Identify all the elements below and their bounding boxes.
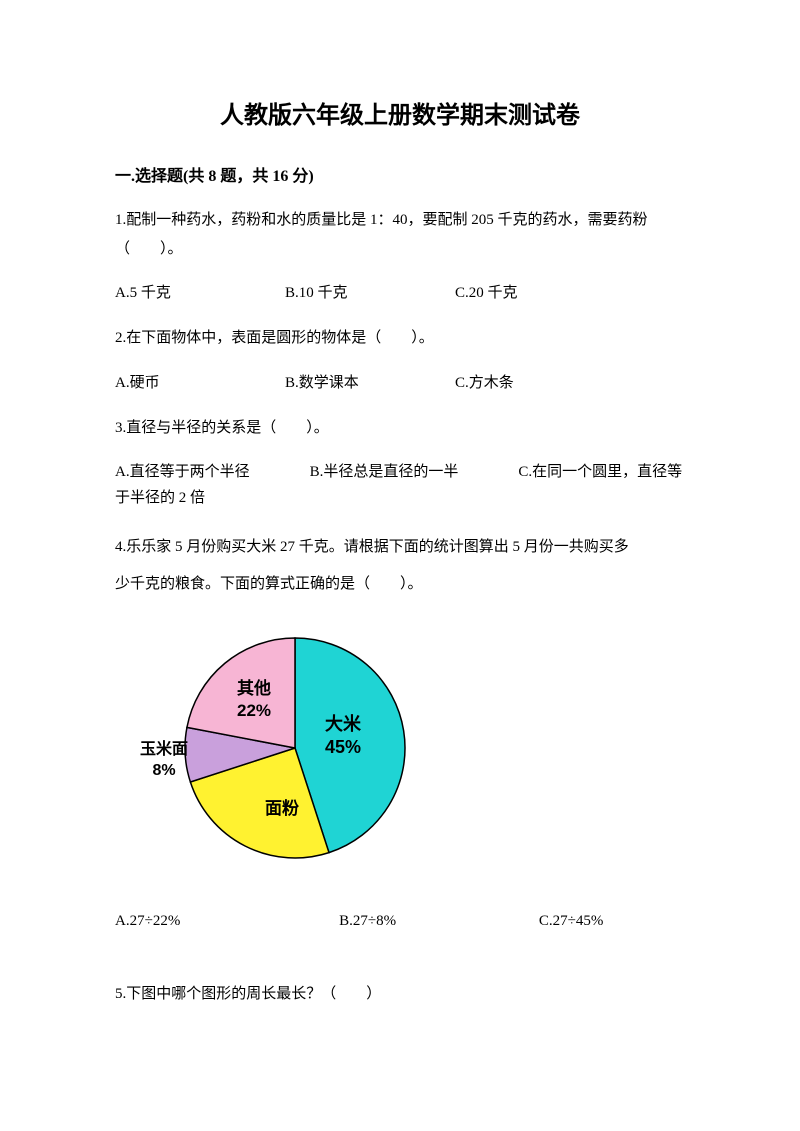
question-1: 1.配制一种药水，药粉和水的质量比是 1：40，要配制 205 千克的药水，需要… (115, 206, 685, 263)
pie-label-flour: 面粉 (265, 798, 299, 820)
question-3: 3.直径与半径的关系是（ ）。 (115, 414, 685, 443)
pie-chart-container: 大米45% 其他22% 玉米面8% 面粉 (140, 628, 440, 878)
pie-chart (180, 633, 410, 863)
question-4: 4.乐乐家 5 月份购买大米 27 千克。请根据下面的统计图算出 5 月份一共购… (115, 533, 685, 598)
q4-option-b: B.27÷8% (339, 913, 539, 930)
question-1-options: A.5 千克 B.10 千克 C.20 千克 (115, 281, 685, 302)
q4-line2: 少千克的粮食。下面的算式正确的是（ ）。 (115, 570, 685, 599)
question-5: 5.下图中哪个图形的周长最长？（ ） (115, 980, 685, 1009)
q1-option-a: A.5 千克 (115, 281, 285, 302)
section-header: 一.选择题(共 8 题，共 16 分) (115, 162, 685, 186)
question-2: 2.在下面物体中，表面是圆形的物体是（ ）。 (115, 324, 685, 353)
q4-option-c: C.27÷45% (539, 913, 685, 930)
page-title: 人教版六年级上册数学期末测试卷 (115, 95, 685, 130)
q4-line1: 4.乐乐家 5 月份购买大米 27 千克。请根据下面的统计图算出 5 月份一共购… (115, 533, 685, 562)
question-2-options: A.硬币 B.数学课本 C.方木条 (115, 371, 685, 392)
question-4-options: A.27÷22% B.27÷8% C.27÷45% (115, 913, 685, 930)
q3-option-a: A.直径等于两个半径 (115, 464, 250, 480)
question-3-options: A.直径等于两个半径 B.半径总是直径的一半 C.在同一个圆里，直径等于半径的 … (115, 460, 685, 511)
q2-option-a: A.硬币 (115, 371, 285, 392)
pie-label-rice: 大米45% (325, 713, 361, 760)
q1-option-b: B.10 千克 (285, 281, 455, 302)
q2-option-c: C.方木条 (455, 371, 625, 392)
q4-option-a: A.27÷22% (115, 913, 339, 930)
q1-option-c: C.20 千克 (455, 281, 625, 302)
pie-label-other: 其他22% (237, 678, 271, 722)
q3-option-b: B.半径总是直径的一半 (310, 464, 459, 480)
q2-option-b: B.数学课本 (285, 371, 455, 392)
pie-label-corn: 玉米面8% (140, 740, 188, 782)
